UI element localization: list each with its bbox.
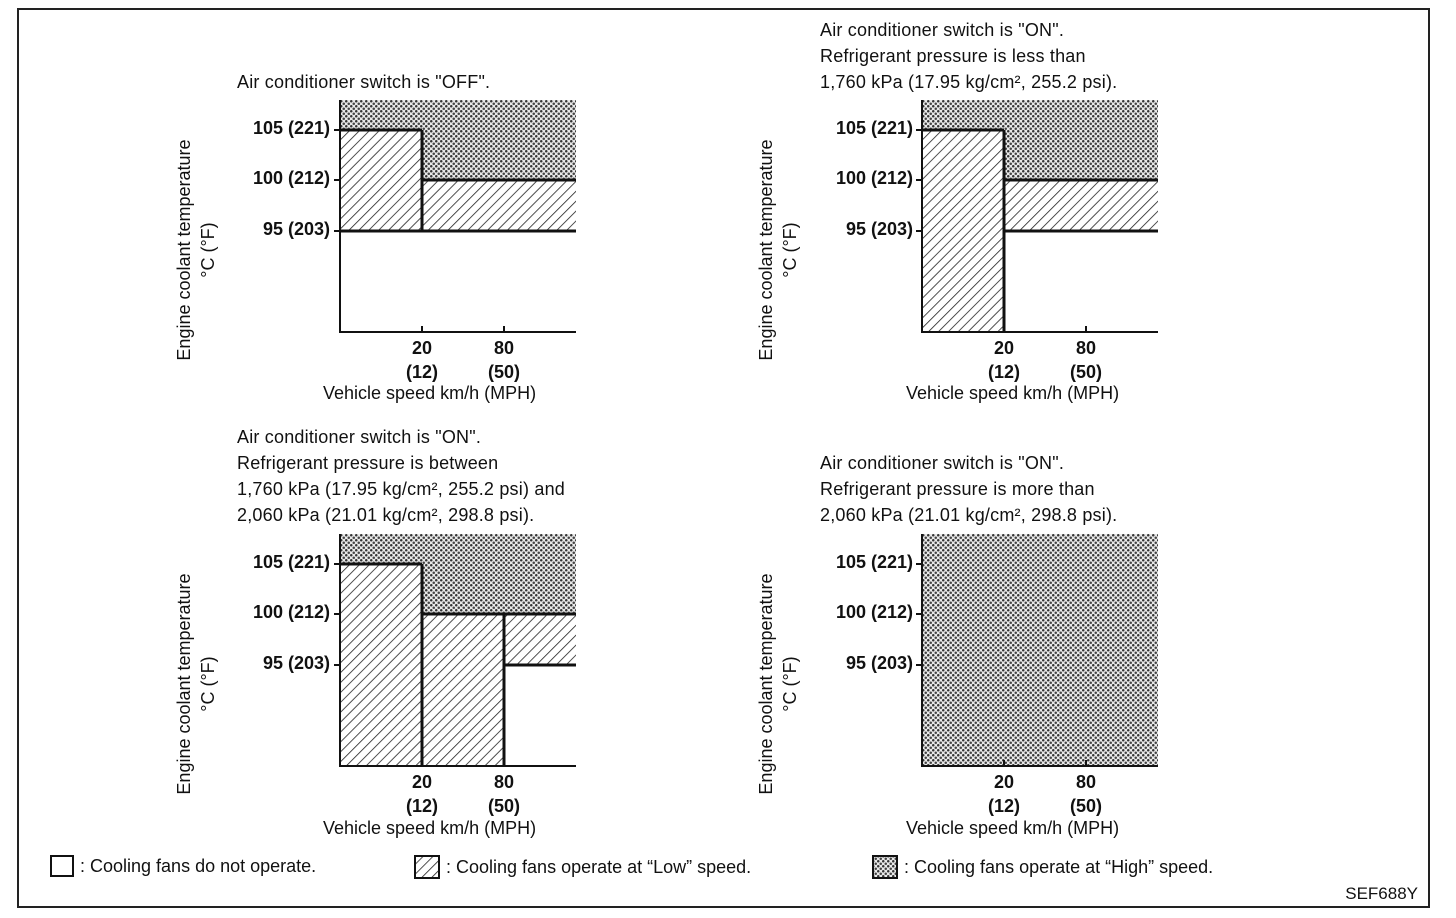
fan-operation-plot <box>334 534 576 767</box>
plot-axes <box>339 534 576 767</box>
y-axis-label: Engine coolant temperature °C (°F) <box>174 139 218 361</box>
legend-label-off: : Cooling fans do not operate. <box>80 855 317 876</box>
region-high <box>340 534 422 564</box>
y-tick-label: 100 (212) <box>252 168 330 188</box>
legend-item-high: : Cooling fans operate at “High” speed. <box>872 855 1213 879</box>
panel-caption-line: Air conditioner switch is "ON". <box>820 453 1065 473</box>
panel-caption-line: 2,060 kPa (21.01 kg/cm², 298.8 psi). <box>820 505 1118 525</box>
y-tick-label: 100 (212) <box>835 602 913 622</box>
x-tick-label: 80 (50) <box>487 338 520 382</box>
region-low <box>422 614 504 766</box>
region-high <box>922 534 1158 766</box>
region-high <box>1004 100 1158 180</box>
y-axis-label: Engine coolant temperature °C (°F) <box>174 573 218 795</box>
y-axis-label: Engine coolant temperature °C (°F) <box>756 573 800 795</box>
region-low <box>340 130 422 231</box>
legend-label-low: : Cooling fans operate at “Low” speed. <box>446 856 752 877</box>
legend-swatch-off <box>50 855 74 877</box>
x-tick-label: 20 (12) <box>987 338 1020 382</box>
panel-caption-line: Air conditioner switch is "ON". <box>820 20 1065 40</box>
x-axis-label: Vehicle speed km/h (MPH) <box>323 383 537 403</box>
panel-caption-line: Air conditioner switch is "OFF". <box>237 72 491 92</box>
y-tick-label: 105 (221) <box>252 552 330 572</box>
legend-label-high: : Cooling fans operate at “High” speed. <box>904 856 1214 877</box>
y-tick-label: 105 (221) <box>835 118 913 138</box>
figure-frame <box>17 8 1430 908</box>
legend-swatch-high <box>872 855 898 879</box>
region-low <box>422 180 576 231</box>
plot-axes <box>339 100 576 333</box>
y-tick-label: 100 (212) <box>835 168 913 188</box>
panel-caption-line: 2,060 kPa (21.01 kg/cm², 298.8 psi). <box>237 505 535 525</box>
x-axis-label: Vehicle speed km/h (MPH) <box>906 818 1120 838</box>
x-tick-label: 20 (12) <box>405 338 438 382</box>
panel-caption-line: Refrigerant pressure is more than <box>820 479 1095 499</box>
region-low <box>1004 180 1158 231</box>
legend-item-low: : Cooling fans operate at “Low” speed. <box>414 855 751 879</box>
x-tick-label: 20 (12) <box>987 772 1020 816</box>
legend-swatch-low <box>414 855 440 879</box>
fan-operation-plot <box>916 534 1158 767</box>
x-axis-label: Vehicle speed km/h (MPH) <box>323 818 537 838</box>
panel-caption-line: Refrigerant pressure is less than <box>820 46 1086 66</box>
plot-axes <box>921 534 1158 767</box>
region-high <box>340 100 422 130</box>
figure-code: SEF688Y <box>1345 884 1418 903</box>
y-tick-label: 100 (212) <box>252 602 330 622</box>
y-tick-label: 95 (203) <box>262 219 330 239</box>
region-low <box>922 130 1004 332</box>
region-high <box>922 100 1004 130</box>
y-tick-label: 105 (221) <box>835 552 913 572</box>
x-tick-label: 80 (50) <box>1069 338 1102 382</box>
y-axis-label: Engine coolant temperature °C (°F) <box>756 139 800 361</box>
fan-operation-plot <box>334 100 576 333</box>
x-tick-label: 20 (12) <box>405 772 438 816</box>
panel-caption-line: Air conditioner switch is "ON". <box>237 427 482 447</box>
panel-caption-line: Refrigerant pressure is between <box>237 453 499 473</box>
region-low <box>340 564 422 766</box>
region-low <box>504 614 576 665</box>
x-tick-label: 80 (50) <box>487 772 520 816</box>
plot-axes <box>921 100 1158 333</box>
y-tick-label: 95 (203) <box>845 219 913 239</box>
y-tick-label: 105 (221) <box>252 118 330 138</box>
y-tick-label: 95 (203) <box>262 653 330 673</box>
panel-caption-line: 1,760 kPa (17.95 kg/cm², 255.2 psi). <box>820 72 1118 92</box>
x-axis-label: Vehicle speed km/h (MPH) <box>906 383 1120 403</box>
y-tick-label: 95 (203) <box>845 653 913 673</box>
fan-operation-plot <box>916 100 1158 333</box>
region-high <box>422 534 576 614</box>
x-tick-label: 80 (50) <box>1069 772 1102 816</box>
legend-item-off: : Cooling fans do not operate. <box>50 855 316 877</box>
panel-caption-line: 1,760 kPa (17.95 kg/cm², 255.2 psi) and <box>237 479 565 499</box>
region-high <box>422 100 576 180</box>
